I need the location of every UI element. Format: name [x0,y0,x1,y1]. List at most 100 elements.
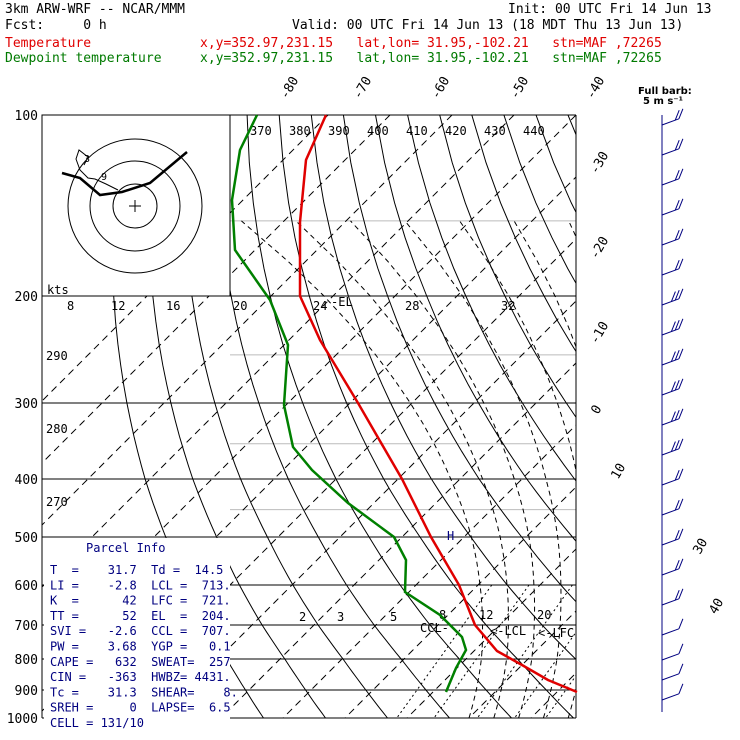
wind-barb [661,108,684,126]
isotherm-line [42,115,453,526]
hodograph: 3 9 kts [41,114,231,297]
hodograph-ring-middle [89,160,181,252]
isotherm-label: -30 [587,149,612,177]
wind-barb-flag [674,530,680,541]
dry-adiabat-line [696,115,740,718]
wind-barb [661,318,684,336]
wind-barb-staff [661,653,680,661]
isotherm-label: -70 [350,74,375,102]
wind-barb-staff [661,418,680,426]
mixing-ratio-lines [396,584,576,719]
parcel-info-row: K = 42 LFC = 721. [50,594,231,608]
wind-barb [661,618,684,636]
wind-barb-flag [678,438,684,449]
dewpoint-profile-line [230,114,468,693]
theta-e-label: 430 [484,124,506,138]
parcel-info-row: PW = 3.68 YGP = 0.1 [50,640,231,654]
wind-barb-flag [678,258,684,269]
wind-barb-flag [678,468,684,479]
dry-adiabat-line [342,115,576,603]
pressure-label-300: 300 [15,397,38,412]
wind-barb-flag [674,470,680,481]
wind-barb-staff [661,118,680,126]
dewpoint-legend-label: Dewpoint temperature [5,51,162,66]
moist-adiabat-line [513,220,576,349]
wind-barb-flag [678,663,684,674]
wind-barb-flag [670,381,676,392]
moist-adiabat-line [459,220,576,719]
mixing-ratio-label: 2 [299,610,306,624]
wind-barb-flag [674,410,680,421]
wind-barb-staff [661,148,680,156]
forecast-hour: Fcst: 0 h [5,18,107,33]
model-title: 3km ARW-WRF -- NCAR/MMM [5,2,186,17]
pressure-label-100: 100 [15,109,38,124]
wind-barb-flag [674,230,680,241]
mixing-ratio-label: 8 [439,608,446,622]
dry-adiabat-line [375,115,576,542]
isotherm-line [42,115,576,650]
dry-adiabat-line [246,115,512,719]
dry-adiabat-line [181,115,388,719]
wind-barb-staff [661,178,680,186]
wind-barb-staff [661,358,680,366]
isotherm-label: 40 [706,596,727,617]
wind-barb-flag [678,408,684,419]
ccl-marker: CCL- [420,621,449,635]
wind-barb-flag [670,441,676,452]
wind-barb [661,663,684,681]
theta-e-label: 370 [250,124,272,138]
full-barb-label: Full barb: [638,86,692,97]
hodograph-speed-label: 28 [405,299,419,313]
hodograph-curve-label-9: 9 [101,172,107,183]
wind-barb-flag [674,290,680,301]
mixing-ratio-line [396,584,493,719]
pressure-label-500: 500 [15,531,38,546]
parcel-info-row: Tc = 31.3 SHEAR= 8. [50,685,238,699]
hodograph-wind-curve-upper [75,149,119,191]
mixing-ratio-line [476,584,573,719]
hodograph-ring-outer [67,138,203,274]
wind-barb [661,138,684,156]
hodograph-speed-label: 32 [501,299,515,313]
wind-barb-flag [678,588,684,599]
wind-barb-staff [661,568,680,576]
parcel-info-row: LI = -2.8 LCL = 713. [50,578,231,592]
hodograph-speed-label: 12 [111,299,125,313]
dry-adiabat-line [407,115,576,482]
wind-barb-staff [661,628,680,636]
isotherm-lines [42,115,740,719]
wind-barb-staff [661,598,680,606]
wind-barb-flag [678,108,684,119]
wind-barb-flag [678,618,684,629]
isotherm-line [158,300,576,719]
theta-e-label: 440 [523,124,545,138]
parcel-info-row: SREH = 0 LAPSE= 6.5 [50,701,231,715]
isotherm-label: 10 [608,461,629,482]
isotherm-label: -40 [583,74,608,102]
parcel-info-row: CAPE = 632 SWEAT= 257 [50,655,231,669]
wind-barb-flag [674,170,680,181]
moist-adiabat-line [404,220,562,719]
wind-barb [661,168,684,186]
isotherm-line [717,115,740,718]
wind-barb-staff [661,478,680,486]
moist-adiabat-line [295,220,509,719]
wind-barb-flag [674,260,680,271]
wind-barb [661,528,684,546]
wind-barb [661,198,684,216]
init-time: Init: 00 UTC Fri 14 Jun 13 [508,2,712,17]
h-marker: H [447,529,454,543]
dry-adiabat-line [632,115,740,718]
wind-barb-flag [678,318,684,329]
wind-barb-staff [661,673,680,681]
parcel-info-row: CELL = 131/10 [50,716,144,730]
parcel-info-panel: Parcel Info T = 31.7 Td = 14.5LI = -2.8 … [44,538,238,730]
wind-barb-flag [674,200,680,211]
lfc-marker: <-LFC [538,626,574,640]
hodograph-speed-label: 20 [233,299,247,313]
mixing-ratio-label: 12 [479,608,493,622]
isotherm-label: -60 [428,74,453,102]
isotherm-line [42,176,576,712]
theta-e-label: 390 [328,124,350,138]
